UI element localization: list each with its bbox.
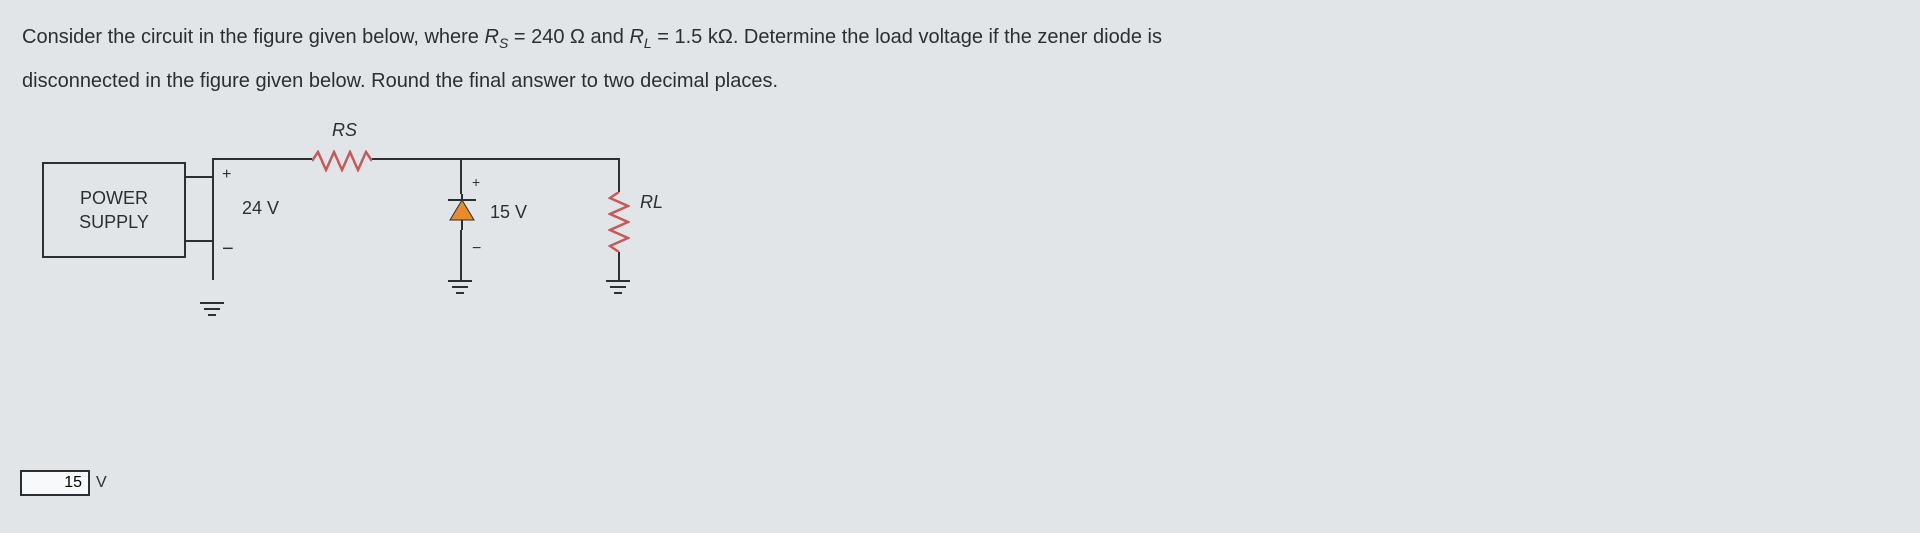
text: disconnected in the figure given below. …: [22, 70, 778, 92]
rl-label: RL: [640, 192, 663, 213]
circuit-diagram: POWER SUPPLY + − 24 V RS + − 15 V RL: [42, 130, 702, 390]
zener-voltage-label: 15 V: [490, 202, 527, 223]
zener-diode: [448, 194, 476, 230]
minus-sign: −: [222, 238, 234, 261]
problem-text: Consider the circuit in the figure given…: [22, 18, 1854, 100]
plus-sign: +: [472, 174, 480, 190]
ground-icon: [606, 280, 630, 294]
rs-label: RS: [332, 120, 357, 141]
text: Consider the circuit in the figure given…: [22, 26, 484, 48]
power-supply-box: POWER SUPPLY: [42, 162, 186, 258]
answer-input[interactable]: [20, 470, 90, 496]
ground-icon: [448, 280, 472, 294]
supply-voltage-label: 24 V: [242, 198, 279, 219]
text: = 1.5 kΩ. Determine the load voltage if …: [657, 26, 1162, 48]
minus-sign: −: [472, 240, 481, 258]
load-resistor: [608, 192, 630, 252]
text: = 240 Ω and: [514, 26, 630, 48]
answer-field: V: [20, 470, 107, 496]
ground-icon: [200, 280, 224, 316]
answer-unit: V: [96, 474, 107, 492]
series-resistor: [312, 150, 372, 172]
plus-sign: +: [222, 166, 231, 184]
